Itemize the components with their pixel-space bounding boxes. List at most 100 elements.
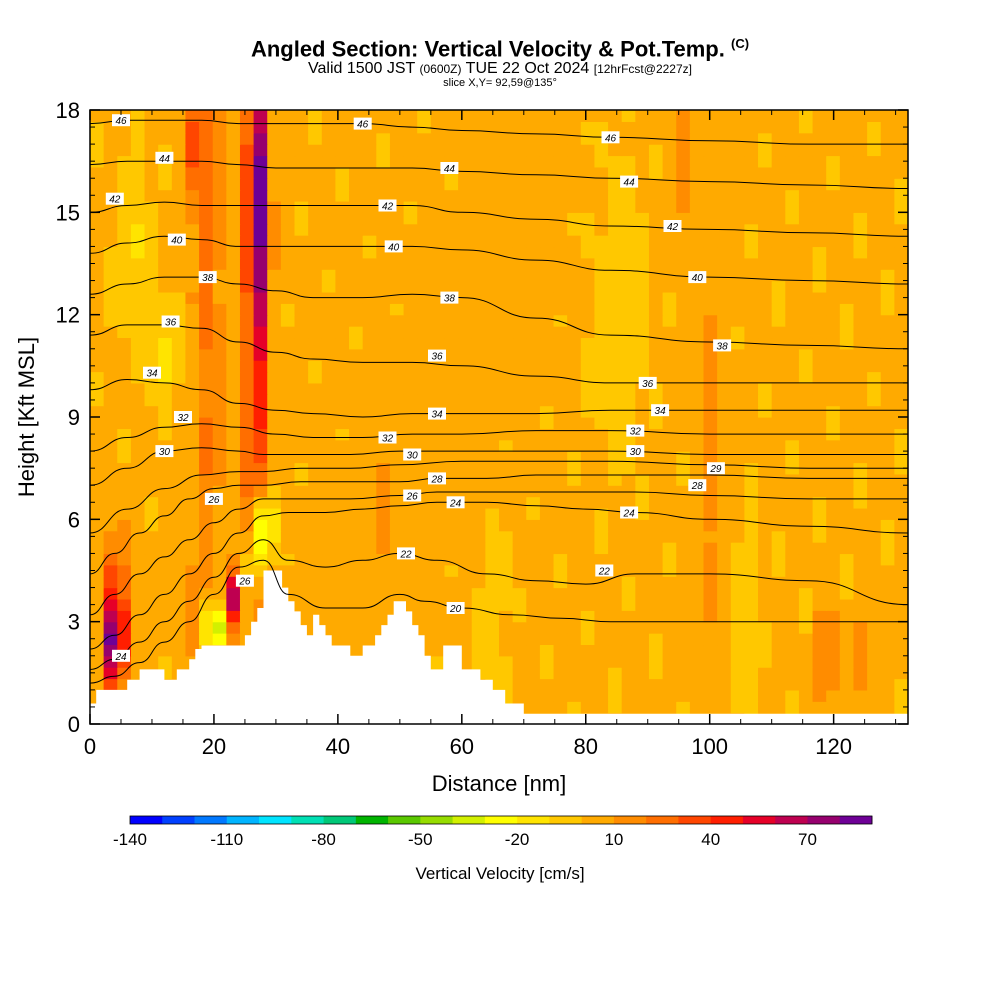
- velocity-cell: [798, 507, 814, 520]
- velocity-cell: [758, 519, 773, 532]
- velocity-cell: [785, 496, 800, 509]
- velocity-cell: [812, 701, 827, 714]
- velocity-cell: [867, 314, 882, 327]
- velocity-cell: [553, 621, 568, 634]
- velocity-cell: [267, 178, 282, 191]
- velocity-cell: [826, 655, 841, 668]
- velocity-cell: [880, 246, 895, 259]
- velocity-cell: [103, 326, 118, 339]
- velocity-cell: [144, 382, 159, 395]
- velocity-cell: [185, 360, 200, 373]
- velocity-cell: [117, 360, 132, 373]
- velocity-cell: [580, 269, 596, 282]
- velocity-cell: [635, 144, 650, 157]
- velocity-cell: [171, 257, 187, 270]
- velocity-cell: [526, 246, 541, 259]
- velocity-cell: [144, 405, 159, 418]
- velocity-cell: [335, 553, 350, 566]
- velocity-cell: [580, 303, 596, 316]
- velocity-cell: [171, 473, 187, 486]
- velocity-cell: [130, 200, 146, 213]
- colorbar-swatch: [194, 816, 228, 824]
- velocity-cell: [362, 439, 377, 452]
- velocity-cell: [212, 576, 227, 589]
- velocity-cell: [226, 553, 241, 566]
- velocity-cell: [676, 337, 691, 350]
- velocity-cell: [648, 564, 664, 577]
- velocity-cell: [635, 110, 650, 122]
- velocity-cell: [839, 678, 855, 691]
- velocity-cell: [717, 610, 732, 623]
- velocity-cell: [512, 428, 527, 441]
- velocity-cell: [812, 291, 827, 304]
- velocity-cell: [894, 371, 908, 384]
- velocity-cell: [103, 405, 118, 418]
- velocity-cell: [512, 451, 527, 464]
- velocity-cell: [730, 280, 745, 293]
- velocity-cell: [594, 178, 609, 191]
- velocity-cell: [526, 462, 541, 475]
- velocity-cell: [90, 553, 105, 566]
- svg-text:22: 22: [598, 567, 611, 578]
- velocity-cell: [758, 553, 773, 566]
- velocity-cell: [117, 587, 132, 600]
- velocity-cell: [785, 394, 800, 407]
- velocity-cell: [798, 291, 814, 304]
- velocity-cell: [485, 178, 500, 191]
- velocity-cell: [648, 621, 664, 634]
- velocity-cell: [785, 417, 800, 429]
- velocity-cell: [689, 485, 705, 498]
- velocity-cell: [785, 667, 800, 680]
- velocity-cell: [253, 542, 268, 555]
- velocity-cell: [362, 246, 377, 259]
- velocity-cell: [703, 507, 718, 520]
- velocity-cell: [730, 451, 745, 464]
- velocity-cell: [812, 121, 827, 134]
- velocity-cell: [417, 337, 432, 350]
- velocity-cell: [730, 212, 745, 225]
- velocity-cell: [199, 439, 214, 452]
- velocity-cell: [403, 337, 418, 350]
- velocity-cell: [458, 189, 473, 202]
- velocity-cell: [199, 462, 214, 475]
- velocity-cell: [239, 553, 255, 566]
- velocity-cell: [253, 530, 268, 543]
- velocity-cell: [567, 166, 582, 179]
- svg-text:30: 30: [159, 447, 171, 458]
- velocity-cell: [539, 405, 555, 418]
- velocity-cell: [553, 200, 568, 213]
- velocity-cell: [608, 269, 623, 282]
- velocity-cell: [362, 542, 377, 555]
- velocity-cell: [280, 530, 296, 543]
- velocity-cell: [499, 678, 514, 691]
- velocity-cell: [267, 110, 282, 122]
- velocity-cell: [130, 485, 146, 498]
- colorbar-swatch: [259, 816, 292, 824]
- velocity-cell: [703, 337, 718, 350]
- velocity-cell: [703, 303, 718, 316]
- velocity-cell: [362, 496, 377, 509]
- velocity-cell: [294, 269, 309, 282]
- velocity-cell: [90, 178, 105, 191]
- velocity-cell: [280, 132, 296, 145]
- contour-label-36: 36: [638, 376, 657, 390]
- velocity-cell: [144, 291, 159, 304]
- velocity-cell: [185, 462, 200, 475]
- velocity-cell: [717, 689, 732, 702]
- velocity-cell: [717, 598, 732, 611]
- velocity-cell: [280, 144, 296, 157]
- svg-text:34: 34: [146, 369, 158, 380]
- velocity-cell: [785, 519, 800, 532]
- velocity-cell: [403, 132, 418, 145]
- velocity-cell: [703, 689, 718, 702]
- velocity-cell: [294, 576, 309, 589]
- velocity-cell: [608, 610, 623, 623]
- velocity-cell: [267, 348, 282, 361]
- velocity-cell: [267, 371, 282, 384]
- velocity-cell: [512, 223, 527, 236]
- velocity-cell: [199, 257, 214, 270]
- velocity-cell: [430, 155, 446, 168]
- velocity-cell: [853, 223, 868, 236]
- velocity-cell: [785, 212, 800, 225]
- contour-label-32: 32: [378, 431, 397, 445]
